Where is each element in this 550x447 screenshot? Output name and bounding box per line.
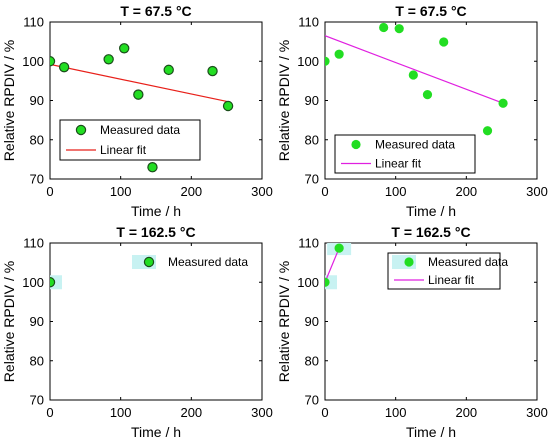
y-tick-label: 70 — [30, 172, 44, 187]
y-tick-label: 110 — [298, 15, 319, 30]
x-axis-label: Time / h — [406, 424, 456, 440]
data-point — [103, 54, 114, 65]
y-tick-label: 110 — [23, 15, 44, 30]
linear-fit-line — [325, 35, 504, 104]
panel-2: 0 100 200 300 70 80 90 100 110 T = 67.5 °C Time / … — [276, 3, 548, 219]
data-point — [334, 49, 344, 59]
y-tick-label: 100 — [22, 275, 44, 290]
y-tick-label: 100 — [297, 54, 319, 69]
x-tick-label: 200 — [180, 405, 202, 420]
data-point — [334, 243, 344, 253]
y-axis-label: Relative RPDIV / % — [276, 40, 292, 161]
data-point — [50, 277, 56, 288]
x-tick-label: 100 — [385, 405, 407, 420]
y-tick-label: 70 — [30, 393, 44, 408]
chart-title: T = 67.5 °C — [120, 3, 191, 19]
y-tick-label: 90 — [30, 93, 44, 108]
axes-frame — [49, 242, 263, 401]
panel-4: 0 100 200 300 70 80 90 100 110 T = 162.5 °C Time /… — [276, 224, 548, 440]
linear-fit-line — [50, 63, 229, 103]
y-tick-label: 70 — [305, 172, 319, 187]
panel-3: 0 100 200 300 70 80 90 100 110 T = 162.5 °C Time /… — [1, 224, 273, 440]
y-axis-label: Relative RPDIV / % — [276, 261, 292, 382]
data-point — [482, 126, 493, 136]
legend-label: Linear fit — [100, 143, 147, 157]
data-point — [222, 100, 234, 112]
legend-marker-swatch — [404, 257, 414, 267]
data-point — [325, 56, 330, 66]
y-tick-label: 90 — [305, 93, 319, 108]
x-axis-label: Time / h — [131, 203, 181, 219]
plot-area — [325, 22, 508, 136]
y-tick-label: 110 — [298, 236, 319, 251]
legend-label: Measured data — [100, 123, 180, 137]
legend-label: Linear fit — [428, 273, 475, 287]
data-point — [408, 70, 418, 80]
y-tick-label: 80 — [305, 132, 319, 147]
plot-area — [50, 275, 62, 290]
data-point — [325, 277, 330, 287]
y-tick-label: 100 — [22, 54, 44, 69]
x-tick-label: 0 — [321, 405, 328, 420]
point-highlight — [325, 275, 337, 290]
x-tick-label: 200 — [180, 184, 202, 199]
data-point — [498, 98, 508, 108]
data-point — [379, 22, 389, 33]
x-tick-label: 100 — [110, 184, 132, 199]
legend: Measured data — [132, 255, 248, 269]
x-tick-label: 0 — [321, 184, 328, 199]
x-axis-label: Time / h — [131, 424, 181, 440]
plot-area — [325, 243, 352, 290]
x-tick-label: 200 — [455, 184, 477, 199]
x-tick-label: 300 — [526, 184, 548, 199]
panel-1: 0 100 200 300 70 80 90 100 110 T = 67.5 °C Time / … — [1, 3, 273, 219]
y-tick-label: 90 — [30, 314, 44, 329]
data-point — [422, 90, 433, 100]
chart-title: T = 162.5 °C — [391, 224, 470, 240]
data-point — [118, 43, 130, 54]
legend-label: Measured data — [168, 255, 248, 269]
legend: Measured data Linear fit — [387, 252, 508, 290]
y-axis-label: Relative RPDIV / % — [1, 261, 17, 382]
x-tick-label: 200 — [455, 405, 477, 420]
x-tick-label: 100 — [385, 184, 407, 199]
data-point — [394, 24, 404, 34]
data-point — [207, 65, 218, 77]
legend: Measured data Linear fit — [334, 134, 476, 174]
y-tick-label: 70 — [305, 393, 319, 408]
y-tick-label: 90 — [305, 314, 319, 329]
legend: Measured data Linear fit — [59, 119, 201, 161]
data-point — [133, 89, 144, 100]
legend-label: Measured data — [428, 255, 508, 269]
x-tick-label: 300 — [526, 405, 548, 420]
data-point — [439, 37, 449, 47]
x-tick-label: 300 — [251, 405, 273, 420]
linear-fit-line — [325, 247, 340, 283]
legend-label: Measured data — [375, 138, 455, 152]
legend-marker-swatch — [351, 139, 361, 150]
y-tick-label: 80 — [30, 353, 44, 368]
x-axis-label: Time / h — [406, 203, 456, 219]
x-tick-label: 0 — [46, 405, 53, 420]
y-tick-label: 80 — [30, 132, 44, 147]
data-point — [58, 61, 70, 73]
y-tick-label: 80 — [305, 353, 319, 368]
legend-label: Linear fit — [375, 157, 422, 171]
plot-area — [50, 43, 234, 173]
data-point — [50, 56, 56, 67]
data-point — [163, 64, 174, 76]
y-axis-label: Relative RPDIV / % — [1, 40, 17, 161]
legend-marker-swatch — [75, 124, 87, 136]
legend-marker-swatch — [143, 256, 155, 268]
data-point — [147, 162, 158, 173]
y-tick-label: 100 — [297, 275, 319, 290]
y-tick-label: 110 — [23, 236, 44, 251]
x-tick-label: 0 — [46, 184, 53, 199]
x-tick-label: 300 — [251, 184, 273, 199]
x-tick-label: 100 — [110, 405, 132, 420]
chart-title: T = 162.5 °C — [116, 224, 195, 240]
chart-title: T = 67.5 °C — [395, 3, 466, 19]
